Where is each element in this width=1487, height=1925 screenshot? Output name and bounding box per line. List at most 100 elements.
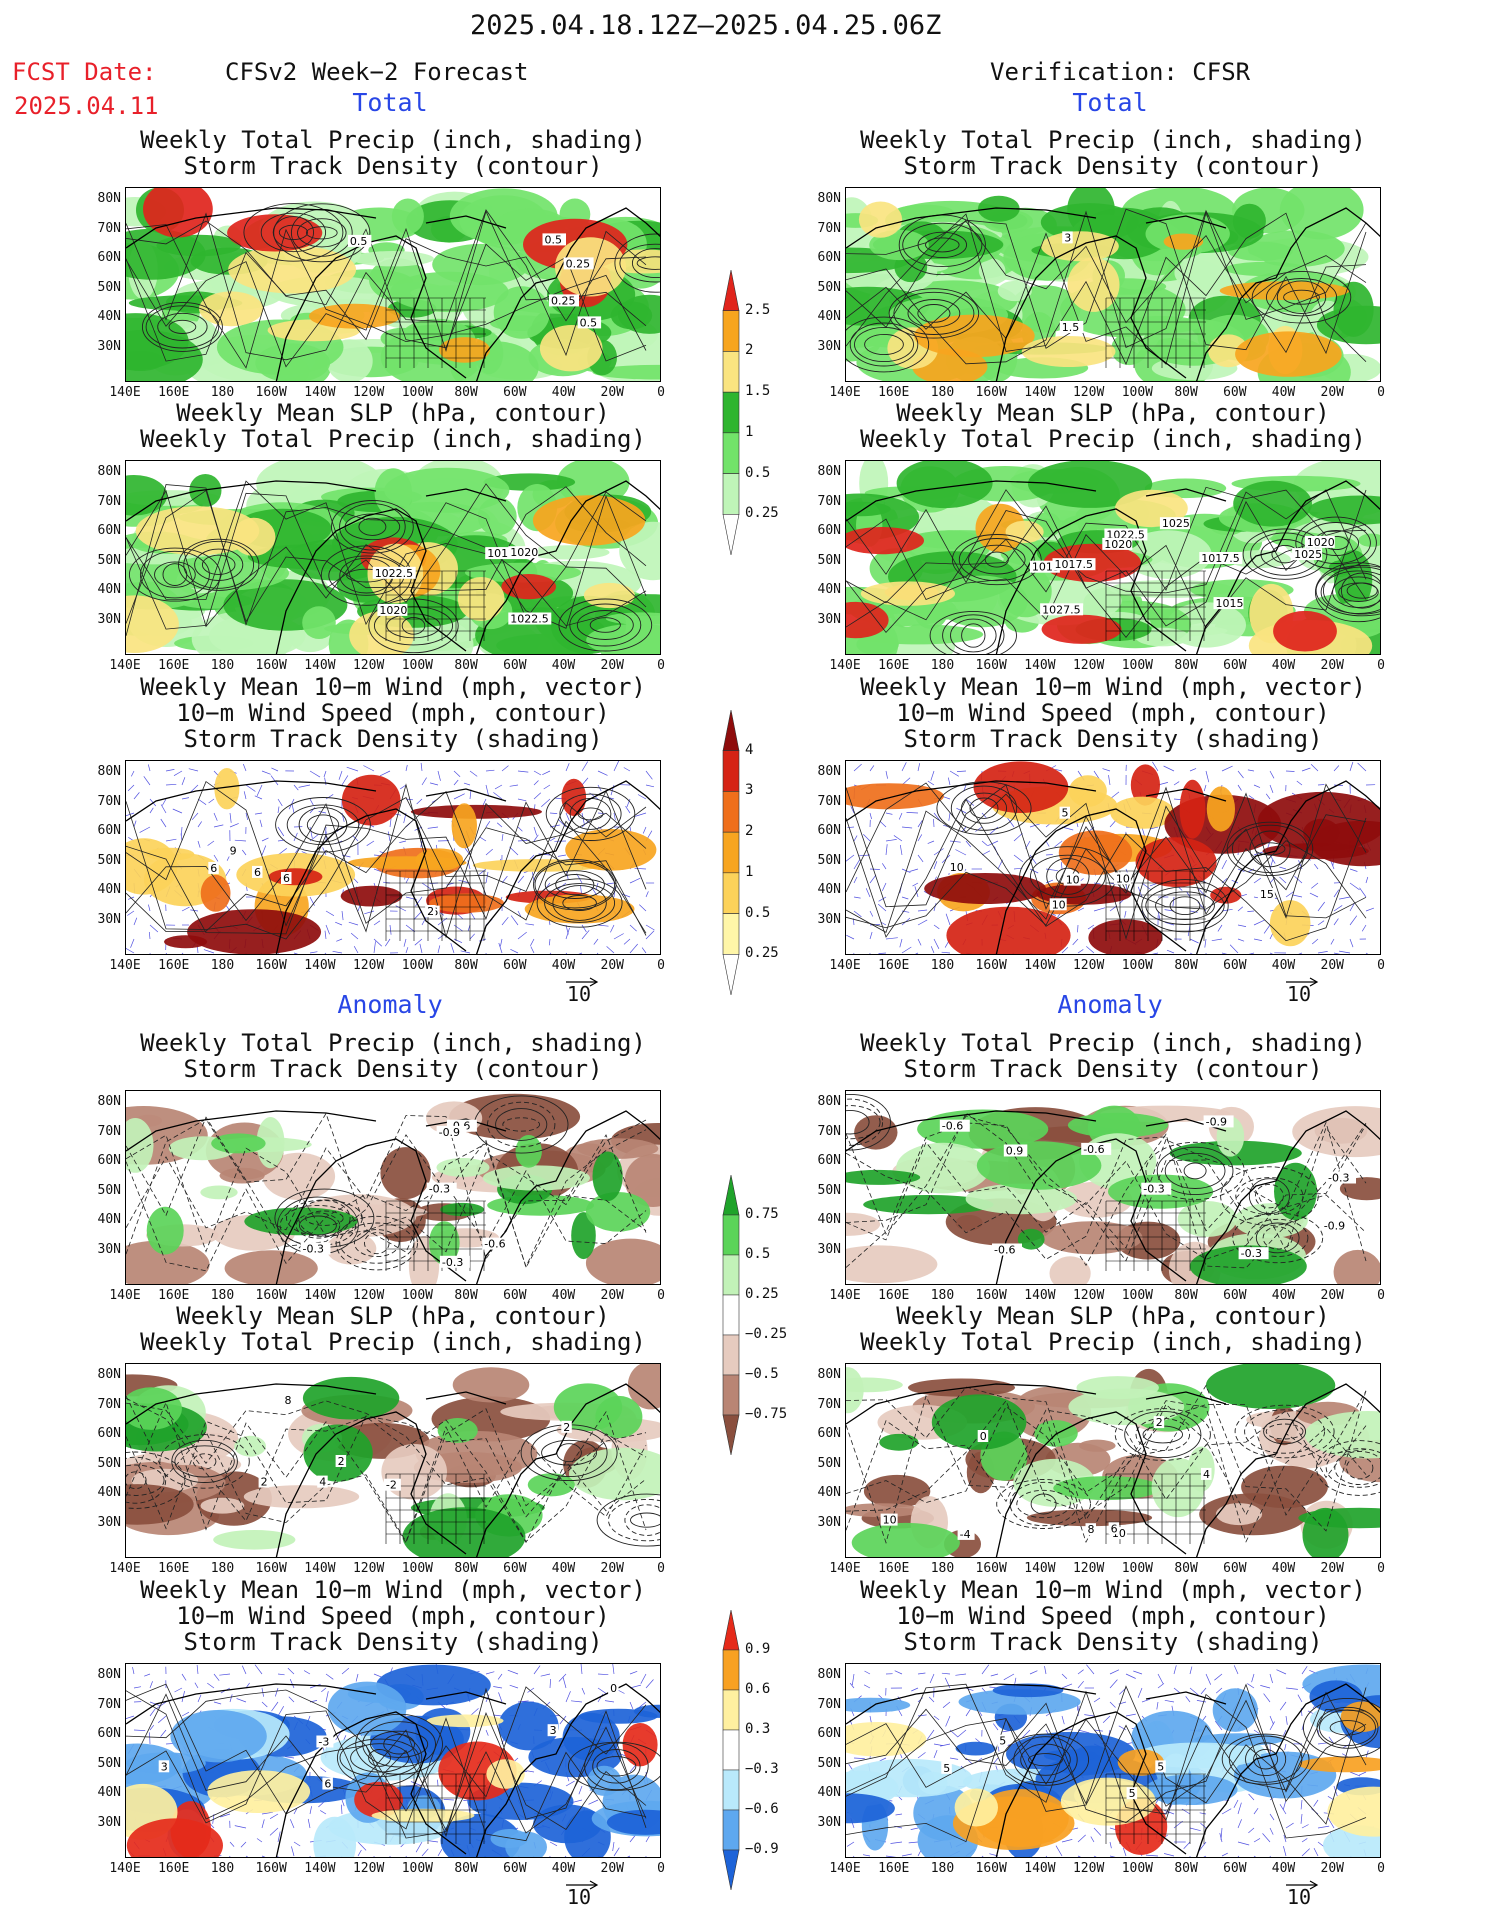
lat-label: 70N [817, 1396, 841, 1412]
lon-label: 40W [551, 1288, 576, 1303]
lon-label: 60W [1223, 1288, 1247, 1303]
lon-label: 0 [1377, 958, 1385, 973]
lon-label: 60W [1223, 1561, 1247, 1576]
lat-label: 40N [97, 1785, 121, 1800]
contour-label-r5c2-5: 0 [980, 1430, 987, 1443]
lat-label: 80N [97, 764, 121, 779]
lon-label: 160W [255, 1288, 287, 1303]
contour-label-r4c2-7: -0.3 [1143, 1183, 1164, 1196]
lon-label: 140W [1024, 385, 1056, 400]
contour-label-r4c2-0: -0.3 [1241, 1247, 1262, 1260]
wind-reference-value: 10 [566, 1885, 592, 1909]
lon-label: 0 [1377, 1288, 1385, 1303]
contour-label-r5c1-0: 4 [319, 1476, 326, 1489]
panel-title-r4c1-1: Weekly Total Precip (inch, shading) [140, 1029, 646, 1057]
lon-label: 160W [975, 1861, 1007, 1876]
lat-label: 40N [817, 1212, 841, 1227]
lat-label: 80N [97, 1094, 121, 1109]
colorbar-precip_total [721, 269, 741, 559]
lon-label: 140W [1024, 1861, 1056, 1876]
colorbar-precip_anom [721, 1174, 741, 1459]
lon-label: 20W [600, 385, 624, 400]
lon-label: 20W [1320, 958, 1344, 973]
lon-label: 60W [503, 958, 527, 973]
lat-label: 70N [817, 1696, 841, 1712]
lat-label: 30N [97, 611, 121, 627]
contour-label-r5c2-1: 8 [1088, 1523, 1095, 1536]
lon-label: 40W [1271, 1561, 1296, 1576]
lon-label: 120W [1072, 658, 1105, 673]
colorbar-label-storm_anom: 0.6 [745, 1681, 771, 1697]
colorbar-label-precip_anom: 0.5 [745, 1246, 771, 1262]
contour-label-r3c2-4: 5 [1062, 807, 1069, 820]
map-panel-r4c1: -0.3-0.3-0.3-0.6-0.9-0.6 [125, 1090, 661, 1285]
contour-label-r3c1-5: 6 [254, 866, 261, 879]
lon-label: 0 [1377, 385, 1385, 400]
lon-label: 100W [401, 385, 434, 400]
lon-label: 160E [158, 1861, 190, 1876]
contour-label-r3c1-2: 2 [427, 905, 434, 918]
lon-label: 180 [210, 1288, 235, 1303]
lon-label: 40W [551, 1861, 576, 1876]
contour-label-r5c2-4: 4 [1203, 1468, 1210, 1481]
contour-label-r2c2-6: 1025 [1162, 517, 1190, 530]
lat-label: 60N [97, 523, 121, 538]
colorbar-label-storm_total: 3 [745, 782, 754, 799]
lon-label: 100W [401, 1561, 434, 1576]
lon-label: 180 [930, 958, 955, 973]
lat-label: 60N [97, 823, 121, 838]
contour-label-r2c1-2: 1020 [510, 546, 538, 559]
panel-title-r3c2-1: Weekly Mean 10−m Wind (mph, vector) [860, 673, 1366, 701]
contour-label-r4c1-0: -0.3 [303, 1243, 324, 1256]
colorbar-label-precip_total: 0.25 [745, 505, 779, 522]
panel-title-r3c1-1: Weekly Mean 10−m Wind (mph, vector) [140, 673, 646, 701]
contour-label-r2c1-4: 1020 [379, 604, 407, 617]
lat-label: 30N [817, 611, 841, 627]
lon-label: 80W [454, 1861, 478, 1876]
lat-label: 70N [97, 493, 121, 509]
lat-label: 70N [817, 220, 841, 236]
lat-label: 40N [817, 882, 841, 897]
lat-label: 40N [97, 309, 121, 324]
contour-label-r1c1-1: 0.25 [551, 294, 576, 307]
lat-label: 40N [817, 309, 841, 324]
lon-label: 140E [109, 658, 141, 673]
lon-label: 160E [878, 385, 910, 400]
total-label-left: Total [352, 88, 428, 117]
lon-label: 160E [878, 1288, 910, 1303]
colorbar-label-precip_total: 2.5 [745, 301, 771, 318]
lon-label: 180 [210, 1861, 235, 1876]
lon-label: 160E [158, 958, 190, 973]
colorbar-label-storm_anom: −0.6 [745, 1801, 779, 1817]
lat-label: 60N [97, 1726, 121, 1741]
colorbar-label-precip_anom: 0.25 [745, 1286, 779, 1302]
lon-label: 140E [109, 1288, 141, 1303]
contour-label-r2c2-2: 1025 [1294, 548, 1322, 561]
map-panel-r4c2: -0.3 -0.6 -0.9 -0.3 -0.6 -0.9 0.9 -0.3 -0.6 [845, 1090, 1381, 1285]
lon-label: 0 [657, 958, 665, 973]
lat-label: 30N [817, 338, 841, 354]
panel-title-r2c1-1: Weekly Mean SLP (hPa, contour) [176, 399, 610, 427]
panel-title-r3c2-2: 10−m Wind Speed (mph, contour) [896, 699, 1330, 727]
panel-title-r1c1-2: Storm Track Density (contour) [183, 152, 603, 180]
panel-title-r4c2-2: Storm Track Density (contour) [903, 1055, 1323, 1083]
lat-label: 80N [817, 464, 841, 479]
colorbar-label-precip_total: 1 [745, 423, 754, 440]
lon-label: 140W [304, 958, 336, 973]
lon-label: 160W [975, 1288, 1007, 1303]
colorbar-label-precip_anom: −0.5 [745, 1366, 779, 1382]
panel-title-r1c1-1: Weekly Total Precip (inch, shading) [140, 126, 646, 154]
anomaly-label-right: Anomaly [1057, 990, 1163, 1019]
lon-label: 140W [1024, 1288, 1056, 1303]
contour-label-r5c1-3: 2 [338, 1455, 345, 1468]
lon-label: 40W [1271, 1288, 1296, 1303]
panel-title-r2c2-2: Weekly Total Precip (inch, shading) [860, 425, 1366, 453]
contour-label-r1c1-4: 0.5 [350, 235, 368, 248]
contour-label-r2c1-3: 1022.5 [375, 567, 414, 580]
lon-label: 0 [657, 1561, 665, 1576]
contour-label-r5c1-5: 2 [563, 1421, 570, 1434]
lat-label: 60N [817, 823, 841, 838]
panel-title-r6c2-1: Weekly Mean 10−m Wind (mph, vector) [860, 1576, 1366, 1604]
contour-label-r6c2-3: 5 [999, 1735, 1006, 1748]
lat-label: 50N [97, 852, 121, 868]
